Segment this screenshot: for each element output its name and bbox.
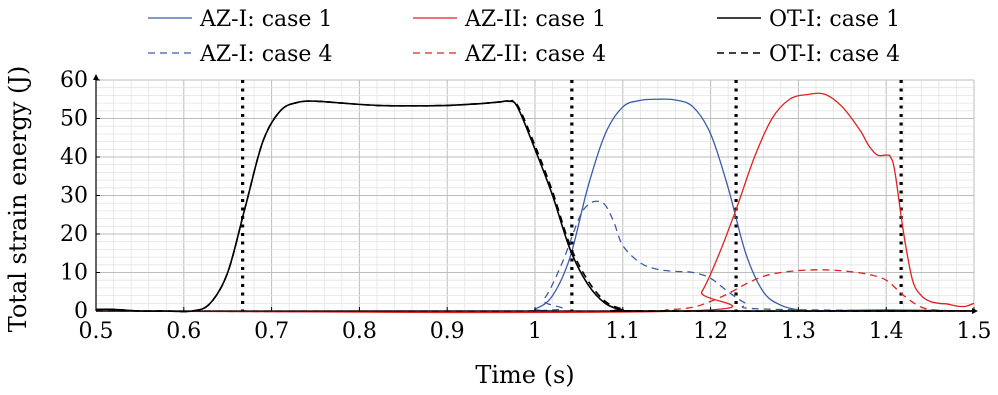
tick-labels: 0.5 0.6 0.7 0.8 0.9 1 1.1 1.2 1.3 1.4 1.5 0 10 20 30 40… xyxy=(60,68,992,344)
x-tick-label: 0.5 xyxy=(79,319,114,344)
x-tick-label: 1.2 xyxy=(693,319,728,344)
y-tick-label: 50 xyxy=(60,107,88,132)
legend-label: OT-I: case 4 xyxy=(769,42,900,67)
x-tick-label: 0.8 xyxy=(342,319,377,344)
y-tick-label: 10 xyxy=(60,261,88,286)
x-tick-label: 0.9 xyxy=(430,319,465,344)
y-tick-label: 30 xyxy=(60,184,88,209)
legend: AZ-I: case 1 AZ-II: case 1 OT-I: case 1 AZ-… xyxy=(148,7,900,67)
x-tick-label: 1 xyxy=(528,319,542,344)
y-tick-label: 40 xyxy=(60,145,88,170)
legend-label: AZ-II: case 1 xyxy=(464,7,606,32)
x-tick-label: 0.7 xyxy=(254,319,289,344)
legend-label: AZ-I: case 4 xyxy=(199,42,332,67)
x-tick-label: 1.5 xyxy=(957,319,992,344)
legend-label: OT-I: case 1 xyxy=(769,7,900,32)
x-axis-arrow-icon xyxy=(972,308,978,314)
x-tick-label: 1.1 xyxy=(605,319,640,344)
legend-label: AZ-I: case 1 xyxy=(199,7,332,32)
x-tick-label: 0.6 xyxy=(166,319,201,344)
series-az-ii-case-1-line xyxy=(95,92,975,314)
y-axis-arrow-icon xyxy=(93,74,99,80)
y-tick-label: 60 xyxy=(60,68,88,93)
grid-layer xyxy=(95,79,975,312)
legend-label: AZ-II: case 4 xyxy=(464,42,606,67)
y-tick-label: 0 xyxy=(74,299,88,324)
series-az-i-case-4-line xyxy=(95,200,975,313)
series-ot-i-case-4-line xyxy=(95,99,975,313)
x-tick-label: 1.4 xyxy=(869,319,904,344)
x-tick-label: 1.3 xyxy=(781,319,816,344)
y-axis-title: Total strain energy (J) xyxy=(4,66,32,333)
x-axis-title: Time (s) xyxy=(475,361,574,389)
axes-layer xyxy=(93,74,978,314)
y-tick-label: 20 xyxy=(60,222,88,247)
